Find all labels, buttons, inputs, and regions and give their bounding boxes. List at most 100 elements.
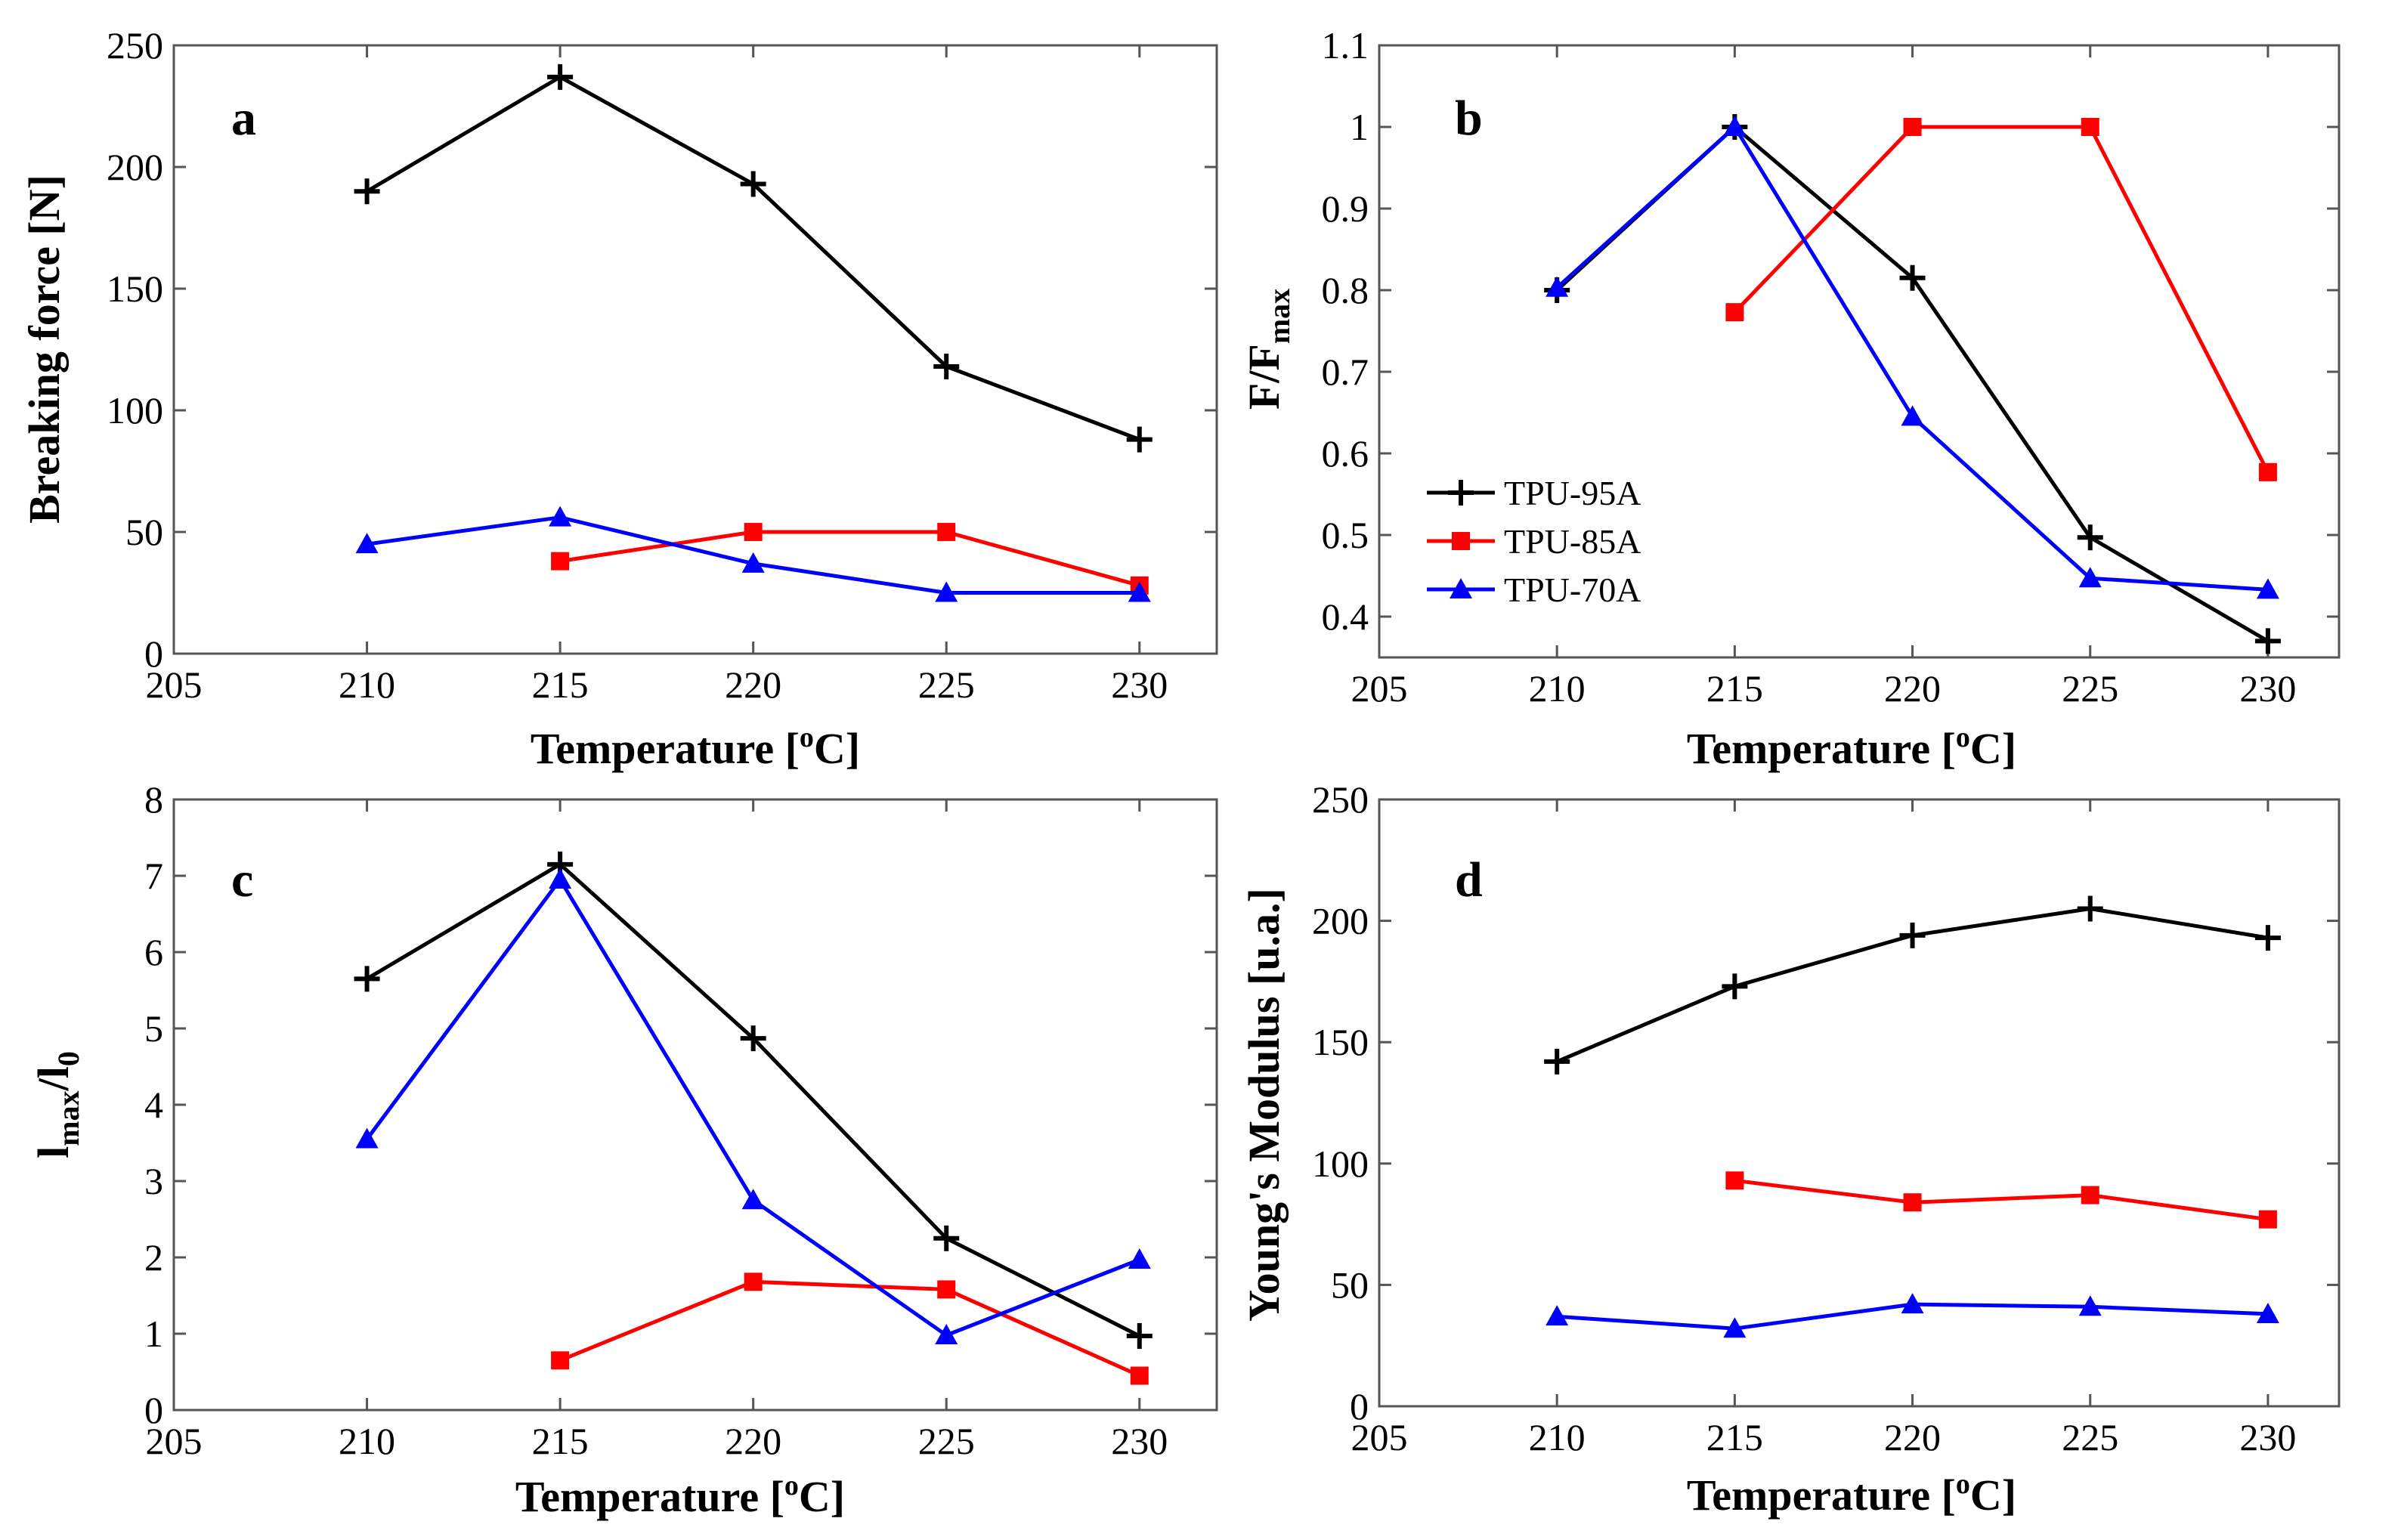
data-point-tpu-85a	[1725, 1171, 1744, 1190]
data-point-tpu-95a	[1722, 973, 1748, 1000]
axis-ticks: 205 210 215 220 225 230 0 50 100 150 200 250	[107, 24, 1217, 706]
x-tick-label: 230	[1111, 663, 1168, 706]
data-point-tpu-85a	[2258, 462, 2277, 481]
data-point-tpu-95a	[2254, 628, 2281, 654]
x-tick-label: 230	[1111, 1420, 1168, 1462]
x-tick-label: 210	[1529, 1416, 1586, 1458]
y-tick-label: 0	[144, 632, 163, 675]
data-point-tpu-70a	[1128, 581, 1151, 602]
y-tick-label: 150	[107, 267, 163, 310]
data-point-tpu-95a	[740, 1025, 766, 1052]
data-point-tpu-85a	[1725, 303, 1744, 322]
x-tick-label: 205	[146, 663, 203, 706]
x-tick-label: 205	[1351, 1416, 1408, 1458]
y-tick-label: 3	[144, 1160, 163, 1202]
x-tick-label: 220	[1884, 667, 1941, 710]
x-tick-label: 225	[918, 1420, 975, 1462]
data-point-tpu-70a	[1128, 1248, 1151, 1269]
y-tick-label: 7	[144, 855, 163, 897]
data-point-tpu-70a	[1901, 1293, 1924, 1314]
panel-d: d Temperature [oC] Young's Modulus [u.a.…	[1239, 778, 2341, 1520]
data-point-tpu-95a	[2254, 925, 2281, 951]
data-point-tpu-85a	[937, 1280, 956, 1299]
panel-b: b Temperature [oC] F/Fmax 205 210 215 220 22…	[1239, 24, 2341, 773]
x-tick-label: 215	[532, 1420, 589, 1462]
axis-ticks: 205 210 215 220 225 230 0 1 2 3 4 5 6 7 8	[144, 778, 1217, 1462]
data-point-tpu-70a	[1723, 1317, 1747, 1338]
x-tick-label: 220	[1884, 1416, 1941, 1458]
data-point-tpu-70a	[1723, 116, 1747, 136]
x-tick-label: 220	[725, 1420, 781, 1462]
data-point-tpu-95a	[740, 171, 766, 197]
series-line-tpu-85a	[559, 530, 1140, 588]
y-tick-label: 2	[144, 1236, 163, 1279]
data-point-tpu-70a	[355, 1127, 379, 1149]
x-tick-label: 205	[1351, 667, 1408, 710]
series-marks	[354, 63, 1153, 602]
x-tick-label: 210	[339, 663, 395, 706]
y-tick-label: 150	[1312, 1021, 1369, 1063]
y-tick-label: 4	[144, 1084, 163, 1126]
data-point-tpu-85a	[1130, 1366, 1149, 1385]
data-point-tpu-70a	[355, 533, 379, 554]
data-point-tpu-95a	[1126, 426, 1153, 453]
legend-marker-square	[1452, 532, 1470, 550]
x-tick-label: 210	[1529, 667, 1586, 710]
y-tick-label: 0.4	[1322, 595, 1369, 638]
x-tick-label: 210	[339, 1420, 395, 1462]
axis-ticks: 205 210 215 220 225 230 0.4 0.5 0.6 0.7 0.8 0.9 1 1.1	[1322, 24, 2339, 710]
x-tick-label: 220	[725, 663, 781, 706]
y-tick-label: 50	[1331, 1263, 1369, 1306]
y-tick-label: 100	[107, 389, 163, 431]
data-point-tpu-85a	[551, 1351, 570, 1370]
y-tick-label: 0	[144, 1389, 163, 1431]
x-tick-label: 205	[146, 1420, 203, 1462]
y-tick-label: 0.7	[1322, 351, 1369, 393]
data-point-tpu-85a	[551, 552, 570, 571]
x-axis-title: Temperature [oC]	[531, 722, 860, 773]
x-tick-label: 230	[2239, 667, 2296, 710]
data-point-tpu-70a	[741, 552, 765, 573]
data-point-tpu-85a	[2081, 118, 2099, 136]
data-point-tpu-70a	[741, 1189, 765, 1210]
data-point-tpu-95a	[1544, 1048, 1570, 1075]
panel-letter: b	[1455, 91, 1483, 146]
plot-frame	[1378, 798, 2341, 1408]
y-axis-title: Breaking force [N]	[20, 175, 69, 524]
series-line-tpu-85a	[559, 1279, 1140, 1378]
x-tick-label: 230	[2239, 1416, 2296, 1458]
y-tick-label: 6	[144, 931, 163, 973]
y-tick-label: 200	[1312, 900, 1369, 942]
legend-marker-plus	[1448, 480, 1474, 506]
data-point-tpu-95a	[933, 1225, 960, 1251]
x-tick-label: 225	[918, 663, 975, 706]
y-tick-label: 1	[144, 1313, 163, 1355]
data-point-tpu-70a	[2256, 578, 2279, 599]
data-point-tpu-85a	[2081, 1186, 2099, 1204]
y-tick-label: 1.1	[1322, 24, 1369, 66]
data-point-tpu-95a	[354, 966, 380, 992]
series-marks	[1544, 895, 2281, 1338]
y-tick-label: 0.6	[1322, 432, 1369, 475]
data-point-tpu-95a	[933, 354, 960, 380]
data-point-tpu-95a	[1126, 1323, 1153, 1350]
x-tick-label: 215	[1706, 667, 1763, 710]
data-point-tpu-85a	[2258, 1210, 2277, 1229]
legend-label: TPU-70A	[1504, 571, 1641, 609]
panel-letter: c	[231, 852, 253, 908]
x-tick-label: 215	[1706, 1416, 1763, 1458]
y-tick-label: 8	[144, 778, 163, 821]
data-point-tpu-70a	[1545, 1305, 1569, 1326]
data-point-tpu-95a	[2077, 524, 2103, 551]
y-tick-label: 100	[1312, 1143, 1369, 1185]
series-marks	[1544, 114, 2281, 654]
series-marks	[354, 851, 1153, 1385]
data-point-tpu-95a	[547, 63, 574, 90]
data-point-tpu-70a	[935, 1324, 958, 1345]
y-axis-title: Young's Modulus [u.a.]	[1239, 888, 1289, 1322]
legend-entry-tpu-85a: TPU-85A	[1427, 522, 1641, 561]
data-point-tpu-85a	[1903, 118, 1922, 136]
data-point-tpu-70a	[549, 506, 572, 527]
data-point-tpu-85a	[744, 523, 763, 541]
y-tick-label: 0	[1350, 1385, 1369, 1427]
